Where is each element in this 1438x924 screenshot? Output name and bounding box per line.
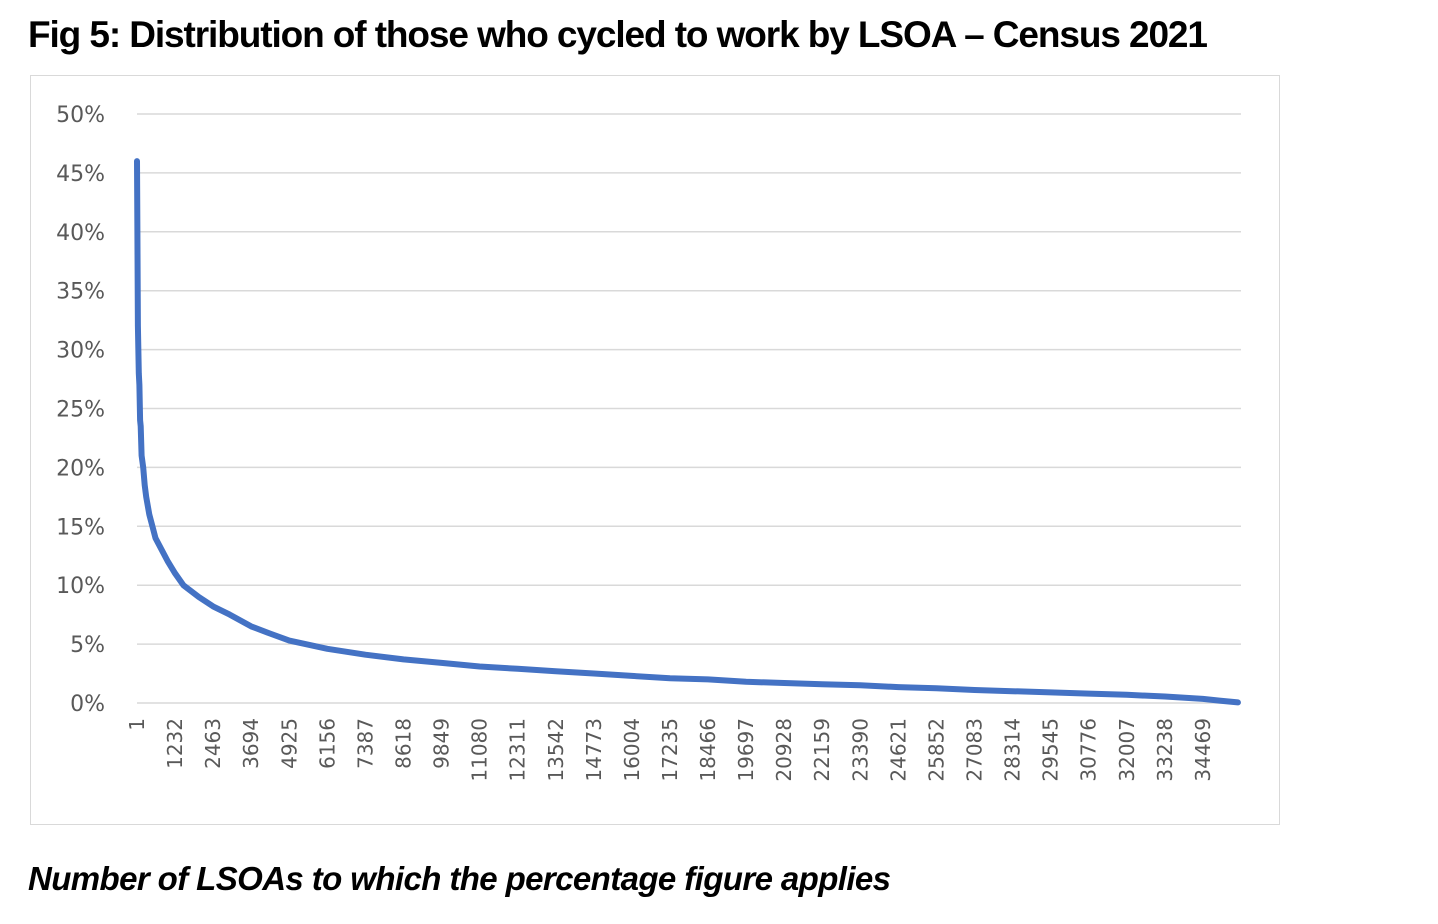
x-tick-label: 28314: [1001, 718, 1025, 782]
y-tick-label: 25%: [56, 398, 105, 423]
y-tick-label: 0%: [70, 692, 105, 717]
x-tick-label: 16004: [620, 718, 644, 782]
gridlines: [137, 113, 1241, 704]
x-tick-label: 23390: [848, 718, 872, 782]
x-tick-label: 33238: [1153, 718, 1177, 782]
x-tick-label: 30776: [1077, 718, 1101, 782]
x-tick-label: 22159: [810, 718, 834, 782]
x-tick-label: 4925: [277, 718, 301, 769]
y-tick-label: 40%: [56, 221, 105, 246]
x-tick-label: 17235: [658, 718, 682, 782]
y-tick-label: 10%: [56, 574, 105, 599]
x-tick-label: 1232: [163, 718, 187, 769]
x-tick-label: 3694: [239, 718, 263, 769]
x-tick-label: 18466: [696, 718, 720, 782]
x-tick-label: 6156: [315, 718, 339, 769]
x-tick-label: 24621: [886, 718, 910, 782]
x-tick-label: 27083: [963, 718, 987, 782]
y-tick-label: 35%: [56, 280, 105, 305]
x-tick-label: 34469: [1191, 718, 1215, 782]
x-tick-label: 20928: [772, 718, 796, 782]
series-lines: [134, 158, 1241, 706]
x-tick-label: 9849: [430, 718, 454, 769]
x-tick-label: 8618: [391, 718, 415, 769]
y-tick-label: 30%: [56, 339, 105, 364]
y-tick-label: 20%: [56, 456, 105, 481]
x-tick-label: 7387: [353, 718, 377, 769]
y-tick-label: 5%: [70, 633, 105, 658]
cycling-distribution-chart: 0% 5% 10% 15% 20% 25% 30% 35% 40% 45% 50% 1 1232 246…: [56, 103, 1241, 782]
x-tick-label: 2463: [201, 718, 225, 769]
figure-title: Fig 5: Distribution of those who cycled …: [28, 14, 1208, 55]
x-tick-label: 13542: [544, 718, 568, 782]
x-axis-ticks: 1 1232 2463 3694 4925 6156 7387 8618 9849 11080 12…: [125, 718, 1215, 782]
chart-area: 0% 5% 10% 15% 20% 25% 30% 35% 40% 45% 50% 1 1232 246…: [30, 75, 1280, 825]
x-tick-label: 12311: [506, 718, 530, 782]
y-axis-ticks: 0% 5% 10% 15% 20% 25% 30% 35% 40% 45% 50%: [56, 103, 105, 717]
x-tick-label: 14773: [582, 718, 606, 782]
series-line: [134, 158, 1241, 706]
y-tick-label: 15%: [56, 515, 105, 540]
x-tick-label: 11080: [468, 718, 492, 782]
y-tick-label: 50%: [56, 103, 105, 128]
x-tick-label: 1: [125, 718, 149, 731]
y-tick-label: 45%: [56, 162, 105, 187]
x-tick-label: 29545: [1039, 718, 1063, 782]
x-axis-caption: Number of LSOAs to which the percentage …: [28, 860, 891, 897]
x-tick-label: 32007: [1115, 718, 1139, 782]
x-tick-label: 25852: [924, 718, 948, 782]
x-tick-label: 19697: [734, 718, 758, 782]
